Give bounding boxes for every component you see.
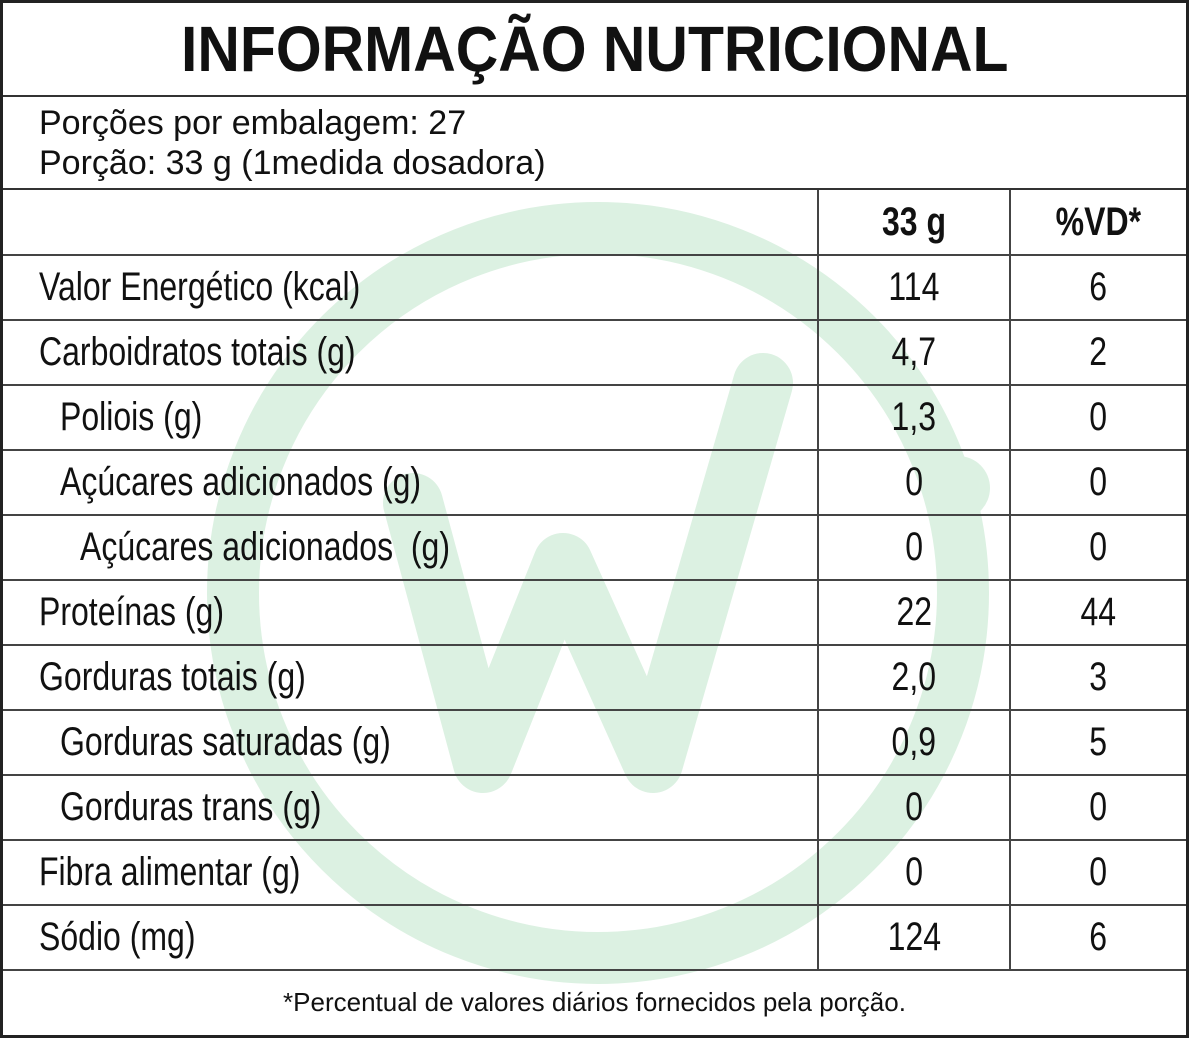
daily-value: 5 — [1089, 720, 1108, 764]
nutrient-name: Gorduras saturadas (g) — [60, 720, 391, 764]
nutrient-row: Gorduras trans (g) 0 0 — [3, 775, 1186, 841]
cell: 0 — [1009, 840, 1186, 906]
amount: 4,7 — [891, 330, 937, 374]
amount: 124 — [887, 915, 941, 959]
daily-value: 0 — [1089, 395, 1108, 439]
amount: 0 — [905, 460, 923, 504]
nutrition-table: 33 g %VD* Valor Energético (kcal) 114 6 Car… — [3, 190, 1186, 971]
footnote: *Percentual de valores diários fornecido… — [283, 987, 906, 1017]
cell: 124 — [817, 905, 1010, 971]
cell: Açúcares adicionados (g) — [3, 450, 818, 516]
cell: 5 — [1009, 710, 1186, 776]
cell: 4,7 — [817, 320, 1010, 386]
nutrient-row: Gorduras totais (g) 2,0 3 — [3, 645, 1186, 711]
cell: Fibra alimentar (g) — [3, 840, 818, 906]
amount: 2,0 — [891, 655, 937, 699]
cell: Sódio (mg) — [3, 905, 818, 971]
cell: 0 — [1009, 775, 1186, 841]
nutrient-name: Açúcares adicionados (g) — [60, 460, 422, 504]
daily-value: 44 — [1080, 590, 1117, 634]
nutrient-name: Fibra alimentar (g) — [39, 850, 301, 894]
header-row: 33 g %VD* — [3, 190, 1186, 256]
nutrient-row: Gorduras saturadas (g) 0,9 5 — [3, 710, 1186, 776]
cell: 2 — [1009, 320, 1186, 386]
nutrient-name: Gorduras trans (g) — [60, 785, 322, 829]
nutrient-row: Carboidratos totais (g) 4,7 2 — [3, 320, 1186, 386]
cell: 2,0 — [817, 645, 1010, 711]
cell: 0 — [817, 450, 1010, 516]
cell: 3 — [1009, 645, 1186, 711]
nutrient-name: Poliois (g) — [60, 395, 203, 439]
cell: Gorduras totais (g) — [3, 645, 818, 711]
cell: Proteínas (g) — [3, 580, 818, 646]
cell: 0 — [817, 515, 1010, 581]
nutrient-row: Fibra alimentar (g) 0 0 — [3, 840, 1186, 906]
nutrient-row: Açúcares adicionados (g) 0 0 — [3, 450, 1186, 516]
daily-value: 0 — [1089, 525, 1108, 569]
nutrient-row: Valor Energético (kcal) 114 6 — [3, 255, 1186, 321]
daily-value: 6 — [1089, 265, 1108, 309]
cell: 0 — [817, 775, 1010, 841]
cell: Valor Energético (kcal) — [3, 255, 818, 321]
title-text: INFORMAÇÃO NUTRICIONAL — [180, 13, 1009, 85]
amount: 114 — [888, 265, 940, 309]
header: %VD* — [1055, 199, 1142, 244]
cell: 0 — [1009, 450, 1186, 516]
cell: 0 — [817, 840, 1010, 906]
cell: 44 — [1009, 580, 1186, 646]
nutrient-row: Açúcares adicionados (g) 0 0 — [3, 515, 1186, 581]
cell: 114 — [817, 255, 1010, 321]
amount: 0 — [905, 525, 923, 569]
cell: Açúcares adicionados (g) — [3, 515, 818, 581]
daily-value: 6 — [1089, 915, 1108, 959]
cell: 0 — [1009, 515, 1186, 581]
serving-info: Porções por embalagem: 27 Porção: 33 g (… — [3, 97, 1186, 190]
daily-value: 0 — [1089, 850, 1108, 894]
nutrient-name: Gorduras totais (g) — [39, 655, 306, 699]
daily-value: 2 — [1089, 330, 1108, 374]
amount: 22 — [896, 590, 932, 634]
cell: 6 — [1009, 255, 1186, 321]
cell: 1,3 — [817, 385, 1010, 451]
cell: Carboidratos totais (g) — [3, 320, 818, 386]
daily-value: 0 — [1089, 460, 1108, 504]
daily-value: 0 — [1089, 785, 1108, 829]
nutrient-row: Poliois (g) 1,3 0 — [3, 385, 1186, 451]
title: INFORMAÇÃO NUTRICIONAL — [3, 3, 1186, 97]
cell: 0,9 — [817, 710, 1010, 776]
cell: 6 — [1009, 905, 1186, 971]
cell: Gorduras saturadas (g) — [3, 710, 818, 776]
header: 33 g — [881, 199, 947, 244]
amount: 0,9 — [891, 720, 937, 764]
portion: Porção: 33 g (1medida dosadora) — [39, 144, 546, 182]
nutrient-name: Sódio (mg) — [39, 915, 196, 959]
nutrient-name: Carboidratos totais (g) — [39, 330, 356, 374]
amount: 0 — [905, 785, 923, 829]
nutrient-name: Valor Energético (kcal) — [39, 265, 361, 309]
nutrient-name: Proteínas (g) — [39, 590, 224, 634]
cell: Gorduras trans (g) — [3, 775, 818, 841]
nutrient-name: Açúcares adicionados (g) — [80, 525, 450, 569]
nutrient-row: Proteínas (g) 22 44 — [3, 580, 1186, 646]
servings-per-package: Porções por embalagem: 27 — [39, 104, 467, 142]
daily-value: 3 — [1089, 655, 1108, 699]
nutrient-row: Sódio (mg) 124 6 — [3, 905, 1186, 971]
cell: 22 — [817, 580, 1010, 646]
amount: 0 — [905, 850, 923, 894]
cell: 0 — [1009, 385, 1186, 451]
cell: Poliois (g) — [3, 385, 818, 451]
amount: 1,3 — [891, 395, 937, 439]
